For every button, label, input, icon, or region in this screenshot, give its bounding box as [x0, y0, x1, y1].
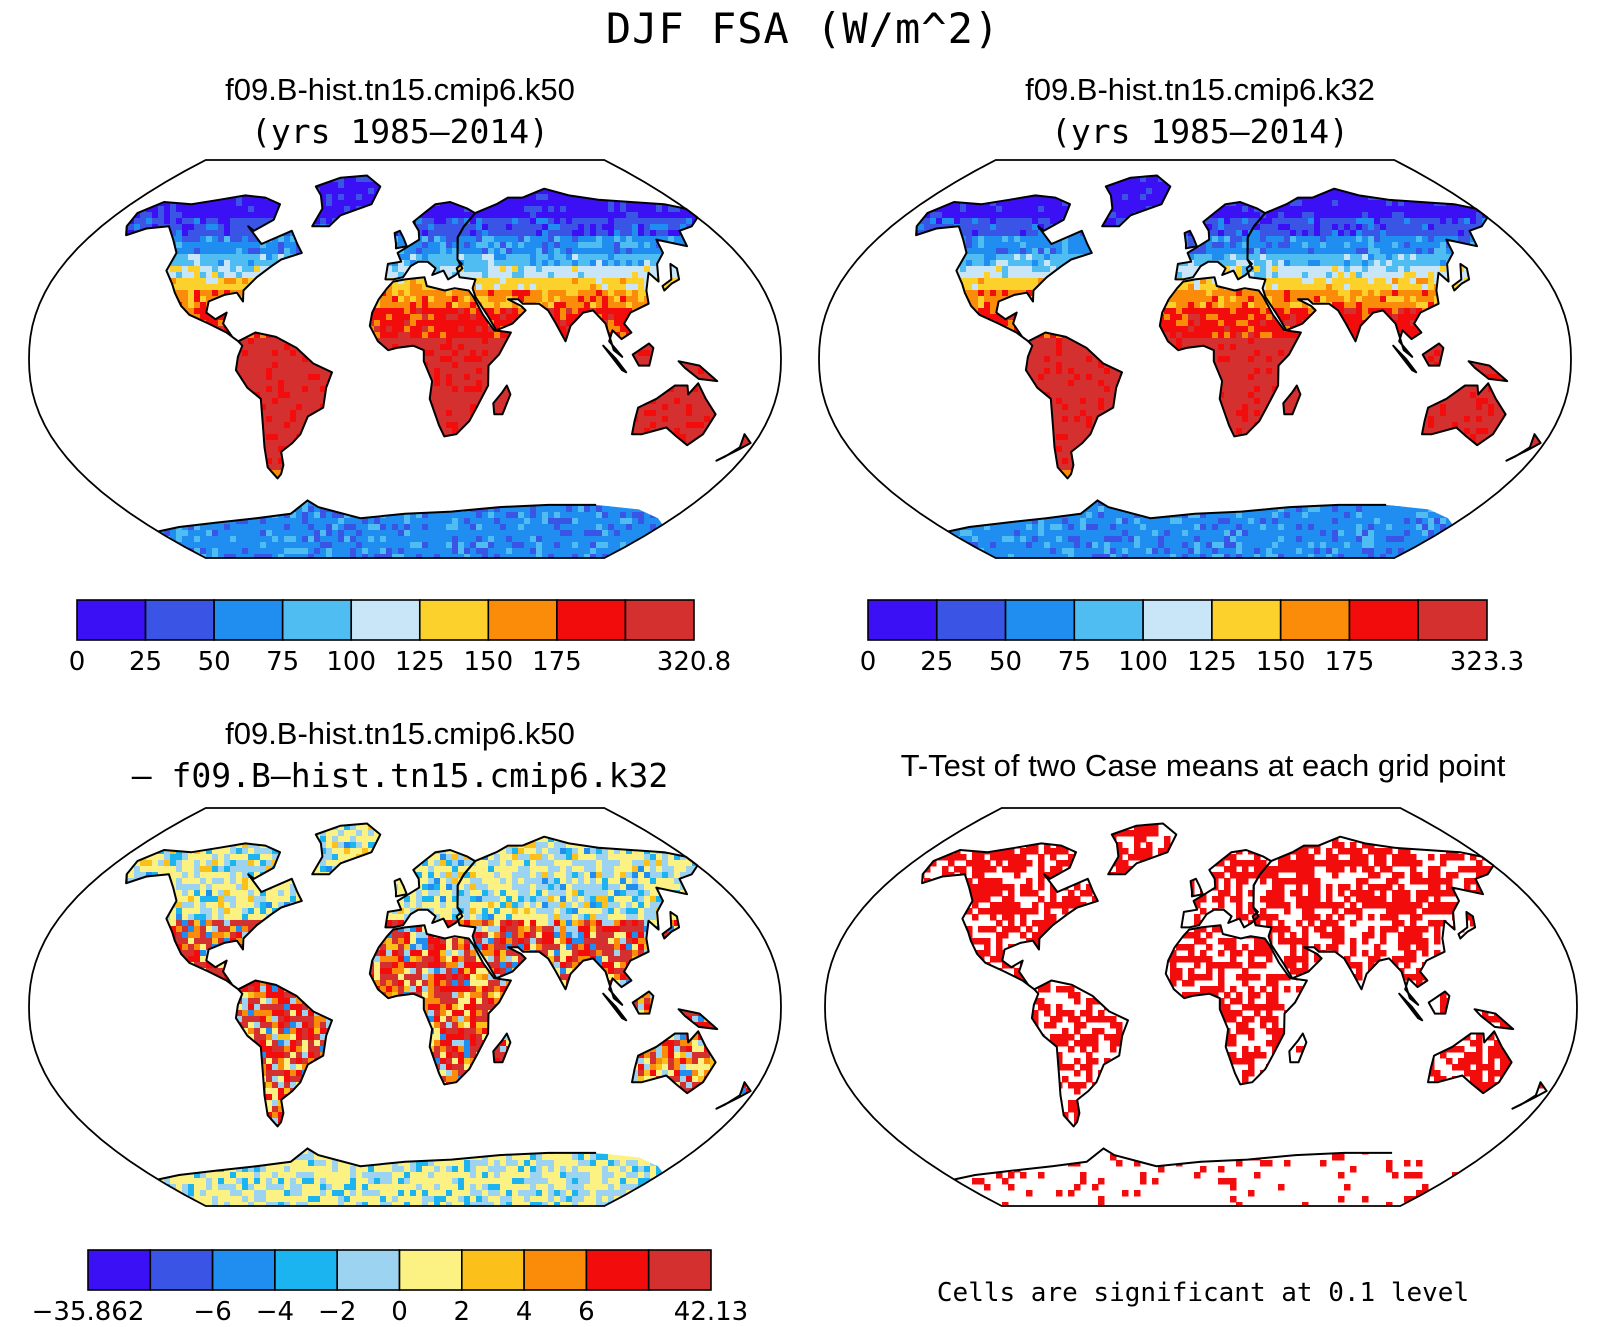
panel-k32-map [818, 159, 1572, 559]
panel-k50-title: f09.B-hist.tn15.cmip6.k50 [0, 72, 800, 108]
panel-ttest-map [824, 807, 1578, 1207]
colorbar-swatch [460, 1249, 525, 1291]
colorbar-tick-label: 0 [69, 647, 86, 677]
colorbar-tick-label: −2 [318, 1297, 356, 1327]
colorbar-tick-label: 4 [516, 1297, 533, 1327]
colorbar-tick-label: 50 [989, 647, 1022, 677]
colorbar-tick-label: 100 [1118, 647, 1168, 677]
colorbar-swatch [1004, 599, 1076, 641]
colorbar-tick-label: 125 [395, 647, 445, 677]
colorbar-swatch [585, 1249, 650, 1291]
colorbar-tick-label: 0 [860, 647, 877, 677]
colorbar-swatch [336, 1249, 401, 1291]
colorbar-swatch [418, 599, 490, 641]
colorbar-swatch [487, 599, 558, 641]
colorbar-swatch [1211, 599, 1282, 641]
colorbar-tick-label: 6 [578, 1297, 595, 1327]
colorbar-tick-label: 42.13 [674, 1297, 748, 1327]
colorbar-swatch [523, 1249, 588, 1291]
colorbar-swatch [213, 599, 284, 641]
colorbar-swatch [1073, 599, 1144, 641]
panel-ttest-title: T-Test of two Case means at each grid po… [800, 748, 1606, 784]
colorbar-tick-label: 25 [129, 647, 162, 677]
colorbar-tick-label: 175 [1325, 647, 1375, 677]
colorbar-swatch [1142, 599, 1213, 641]
colorbar-swatch [624, 599, 695, 641]
colorbar-swatch [398, 1249, 463, 1291]
panel-k32-title: f09.B-hist.tn15.cmip6.k32 [800, 72, 1600, 108]
colorbar-swatch [87, 1249, 152, 1291]
panel-diff-colorbar: −35.862 −6 −4 −2 0 2 4 6 42.13 [32, 1249, 748, 1327]
colorbar-swatch [350, 599, 421, 641]
colorbar-swatch [274, 1249, 338, 1291]
colorbar-tick-label: 320.8 [657, 647, 731, 677]
colorbar-swatch [144, 599, 215, 641]
colorbar-tick-label: 323.3 [1450, 647, 1524, 677]
figure-title: DJF FSA (W/m^2) [0, 4, 1606, 53]
colorbar-swatch [935, 599, 1007, 641]
colorbar-tick-label: 175 [532, 647, 582, 677]
panel-k32-colorbar: 0 25 50 75 100 125 150 175 323.3 [860, 599, 1524, 677]
colorbar-swatch [867, 599, 938, 641]
panel-k50-subtitle: (yrs 1985—2014) [0, 112, 800, 151]
colorbar-swatch [647, 1249, 712, 1291]
panel-diff-title: f09.B-hist.tn15.cmip6.k50 [0, 716, 800, 752]
colorbar-tick-label: 100 [326, 647, 376, 677]
colorbar-tick-label: −35.862 [32, 1297, 145, 1327]
colorbar-tick-label: 0 [391, 1297, 408, 1327]
colorbar-tick-label: −6 [193, 1297, 231, 1327]
colorbar-tick-label: 25 [920, 647, 953, 677]
colorbar-tick-label: −4 [256, 1297, 294, 1327]
colorbar-tick-label: 125 [1187, 647, 1237, 677]
panel-diff-map [28, 807, 782, 1207]
colorbar-swatch [281, 599, 353, 641]
panel-k50-map [28, 159, 782, 559]
colorbar-swatch [149, 1249, 214, 1291]
panel-k50-colorbar: 0 25 50 75 100 125 150 175 320.8 [69, 599, 731, 677]
colorbar-swatch [76, 599, 147, 641]
colorbar-swatch [1348, 599, 1420, 641]
colorbar-tick-label: 150 [464, 647, 514, 677]
colorbar-swatch [556, 599, 627, 641]
panel-diff-subtitle: — f09.B—hist.tn15.cmip6.k32 [0, 756, 800, 795]
colorbar-swatch [1279, 599, 1351, 641]
colorbar-tick-label: 150 [1256, 647, 1306, 677]
colorbar-tick-label: 75 [266, 647, 299, 677]
significance-note: Cells are significant at 0.1 level [800, 1278, 1606, 1308]
colorbar-tick-label: 50 [198, 647, 231, 677]
colorbar-tick-label: 2 [454, 1297, 471, 1327]
panel-k32-subtitle: (yrs 1985—2014) [800, 112, 1600, 151]
colorbar-swatch [211, 1249, 276, 1291]
colorbar-swatch [1417, 599, 1488, 641]
colorbar-tick-label: 75 [1058, 647, 1091, 677]
